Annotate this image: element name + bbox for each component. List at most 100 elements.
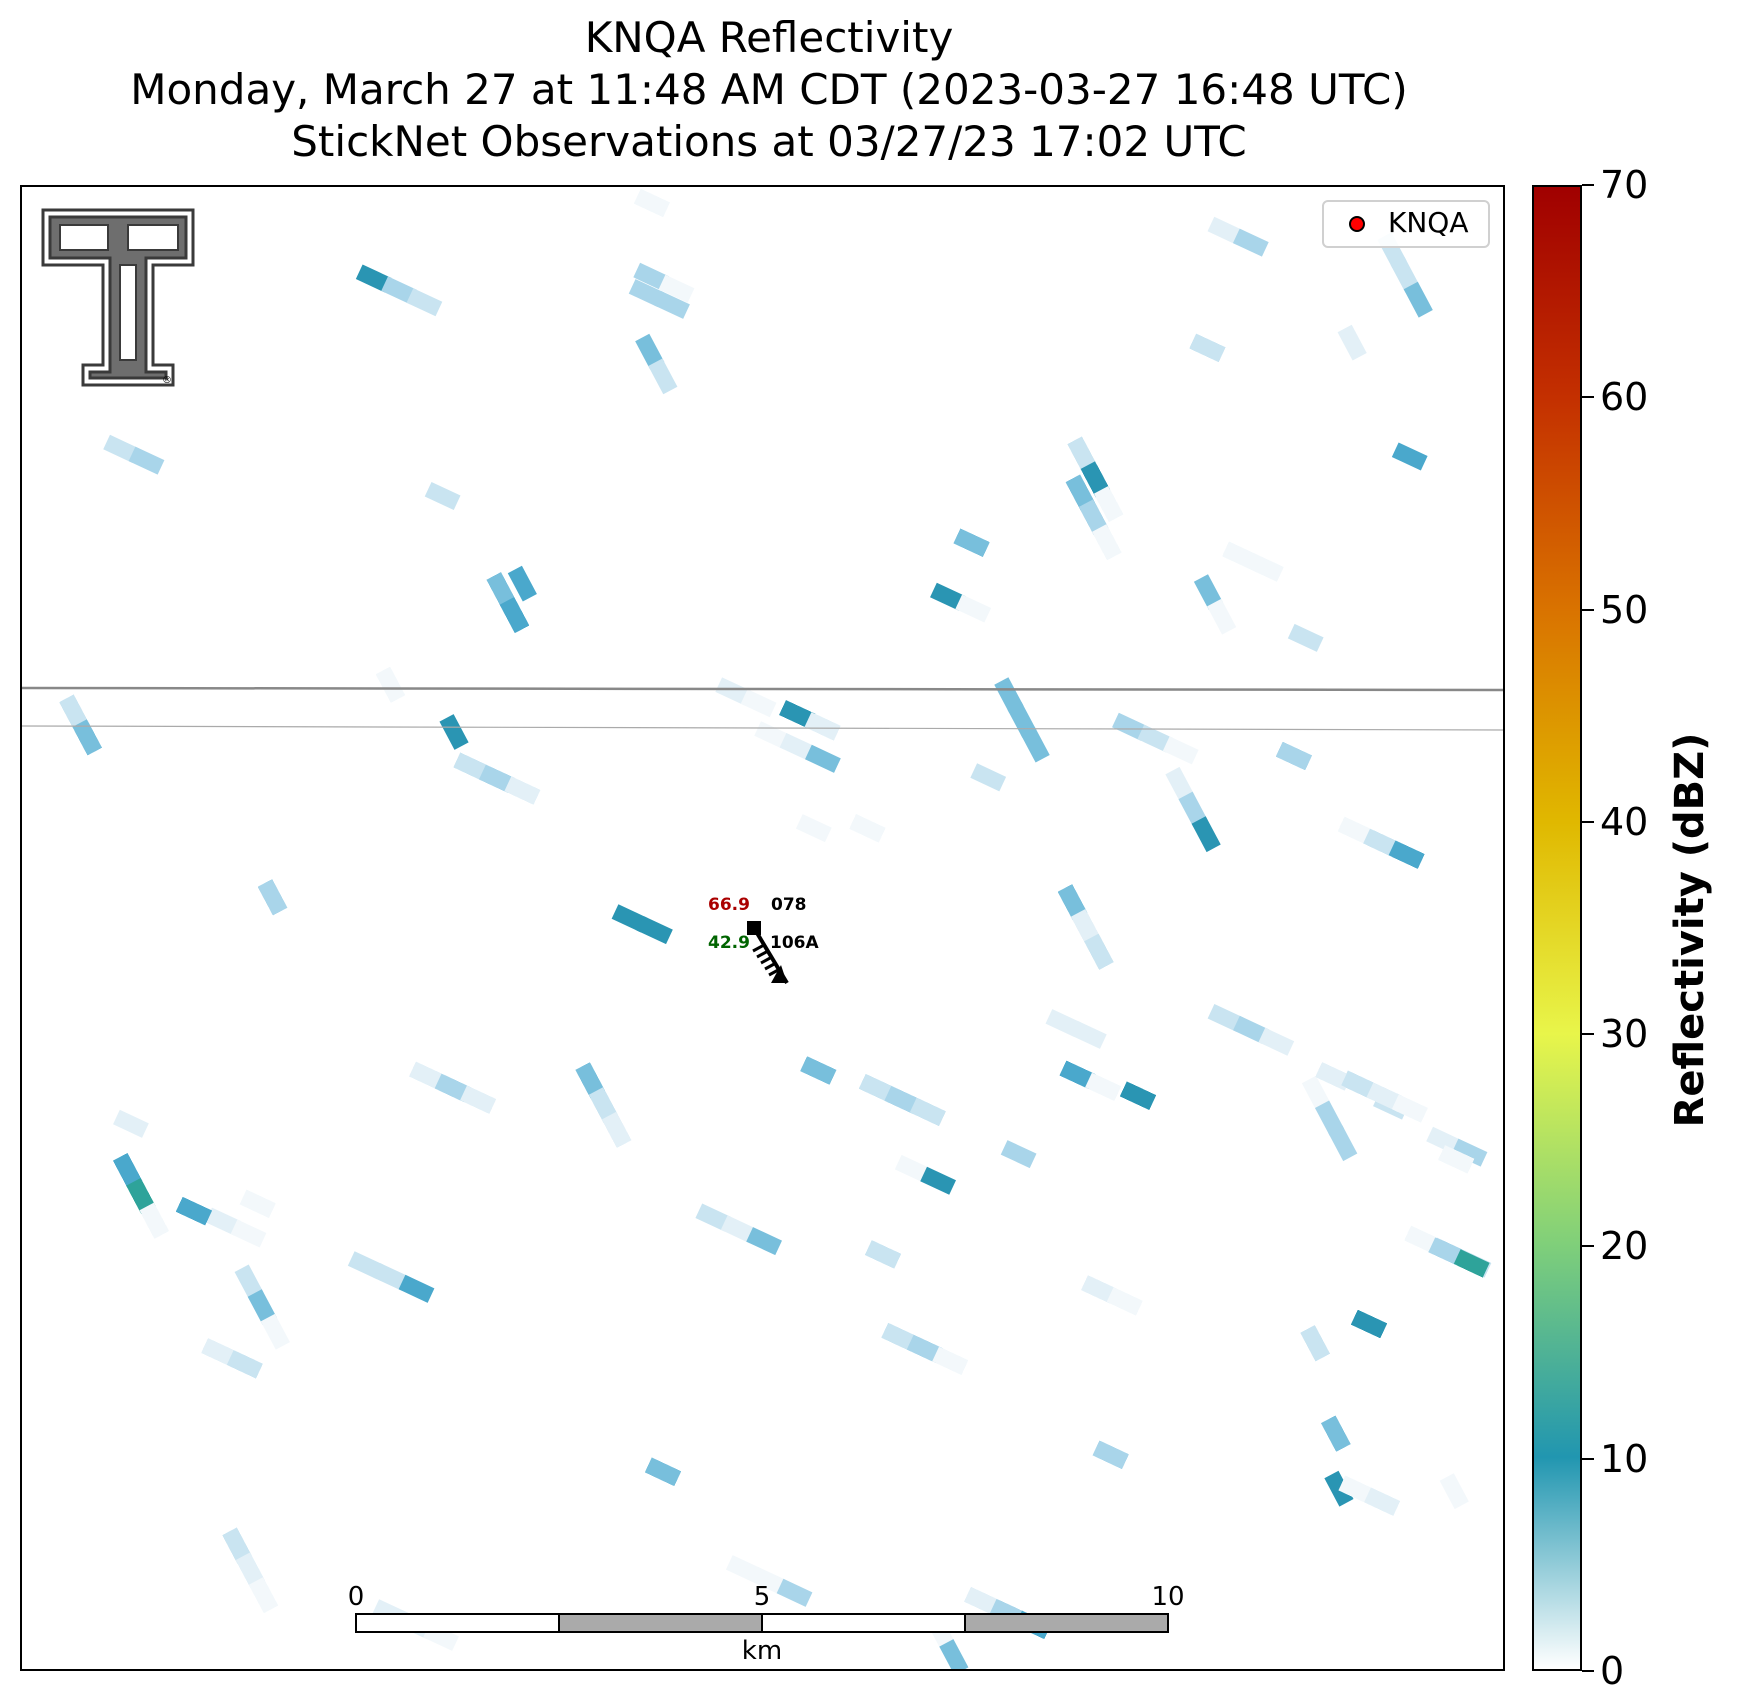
reflectivity-colorbar <box>1532 185 1582 1671</box>
reflectivity-gate <box>1390 257 1420 293</box>
reflectivity-gate <box>1193 574 1224 610</box>
legend-label: KNQA <box>1388 206 1469 239</box>
reflectivity-gate <box>633 262 670 291</box>
reflectivity-gate <box>1388 840 1425 869</box>
reflectivity-gate <box>235 1552 265 1589</box>
reflectivity-gate <box>955 594 992 623</box>
reflectivity-gate <box>1276 742 1312 771</box>
reflectivity-gate <box>205 1207 242 1236</box>
reflectivity-gate <box>479 764 515 793</box>
colorbar-tick-mark <box>1582 1457 1594 1460</box>
reflectivity-gate <box>1106 1287 1143 1316</box>
reflectivity-gate <box>800 1056 837 1085</box>
reflectivity-gate <box>1337 324 1367 361</box>
reflectivity-gate <box>504 776 541 805</box>
reflectivity-gate <box>715 677 752 706</box>
reflectivity-gate <box>201 1338 238 1367</box>
reflectivity-gate <box>1363 828 1400 857</box>
radar-site-marker-icon <box>1349 216 1365 232</box>
reflectivity-gate <box>658 274 695 303</box>
reflectivity-gate <box>1207 1003 1244 1033</box>
colorbar-tick-label: 20 <box>1600 1224 1649 1269</box>
reflectivity-gate <box>776 1578 813 1607</box>
reflectivity-gate <box>575 1062 605 1099</box>
colorbar-tick-mark <box>1582 1245 1594 1248</box>
reflectivity-gate <box>601 1111 632 1148</box>
station-pressure: 078 <box>771 895 807 915</box>
reflectivity-gate <box>355 264 392 293</box>
scale-tick-10: 10 <box>1151 1582 1185 1612</box>
reflectivity-gate <box>939 1639 969 1669</box>
reflectivity-gate <box>1071 909 1101 945</box>
reflectivity-gate <box>1439 1473 1469 1510</box>
reflectivity-gate <box>1438 1145 1475 1174</box>
reflectivity-gate <box>849 814 886 843</box>
reflectivity-gate <box>1000 1140 1037 1169</box>
reflectivity-gate <box>740 689 777 718</box>
reflectivity-gate <box>1059 1060 1096 1089</box>
colorbar-tick-label: 50 <box>1600 587 1649 632</box>
wind-barb-pennant <box>771 965 787 983</box>
reflectivity-gate <box>1366 1082 1403 1111</box>
reflectivity-gate <box>1391 442 1428 471</box>
reflectivity-gate <box>507 565 537 602</box>
reflectivity-gate <box>1092 524 1122 560</box>
reflectivity-gate <box>746 1227 783 1256</box>
reflectivity-gate <box>894 1154 931 1183</box>
colorbar-tick-mark <box>1582 184 1594 186</box>
reflectivity-gate <box>1165 766 1195 803</box>
reflectivity-gate <box>222 1527 252 1564</box>
reflectivity-gate <box>805 744 841 773</box>
reflectivity-gate <box>964 1587 1001 1616</box>
reflectivity-gate <box>59 694 89 731</box>
reflectivity-gate <box>113 1153 143 1190</box>
reflectivity-gate <box>409 1061 446 1090</box>
reflectivity-gate <box>139 1202 169 1239</box>
reflectivity-gate <box>909 1097 946 1126</box>
reflectivity-gate <box>1081 1275 1118 1304</box>
reflectivity-gate <box>398 1274 435 1303</box>
reflectivity-gate <box>1189 333 1226 362</box>
reflectivity-gate <box>1300 1325 1330 1362</box>
reflectivity-gate <box>1092 1440 1129 1469</box>
reflectivity-gate <box>1207 216 1244 245</box>
reflectivity-gate <box>1403 281 1433 318</box>
reflectivity-gate <box>1247 553 1284 582</box>
reflectivity-gate <box>1453 1249 1490 1278</box>
reflectivity-gate <box>645 1457 681 1486</box>
reflectivity-gate <box>906 1334 943 1363</box>
reflectivity-gate <box>439 714 469 750</box>
reflectivity-gate <box>424 481 461 511</box>
reflectivity-gate <box>128 446 165 475</box>
reflectivity-gate <box>1301 1075 1332 1112</box>
colorbar-tick-label: 30 <box>1600 1012 1649 1057</box>
reflectivity-gate <box>1341 1070 1378 1099</box>
reflectivity-gate <box>1162 736 1199 765</box>
reflectivity-gate <box>1178 791 1208 828</box>
reflectivity-gate <box>260 1313 290 1350</box>
reflectivity-gate <box>1222 541 1259 570</box>
reflectivity-gate <box>1426 1126 1463 1155</box>
county-boundary-line <box>22 725 1503 731</box>
station-wind-barb[interactable] <box>745 915 795 990</box>
reflectivity-gate <box>72 719 102 756</box>
reflectivity-gate <box>1020 726 1050 763</box>
radar-map-panel[interactable] <box>20 185 1505 1671</box>
scale-tick-0: 0 <box>347 1582 365 1612</box>
reflectivity-gate <box>1045 1009 1082 1038</box>
reflectivity-gate <box>247 1289 277 1325</box>
reflectivity-gate <box>1137 724 1174 753</box>
scale-unit: km <box>741 1636 783 1666</box>
reflectivity-gate <box>1351 1310 1387 1339</box>
reflectivity-gate <box>953 528 990 557</box>
reflectivity-gate <box>994 677 1024 714</box>
reflectivity-gate <box>1428 1237 1465 1266</box>
scale-bar <box>355 1613 1169 1633</box>
reflectivity-gate <box>1084 933 1114 970</box>
reflectivity-gate <box>1328 1125 1358 1162</box>
reflectivity-gate <box>373 1263 410 1292</box>
reflectivity-gate <box>486 572 516 609</box>
reflectivity-gate <box>611 904 648 933</box>
texas-tech-logo <box>41 208 195 387</box>
map-subtitle-time: Monday, March 27 at 11:48 AM CDT (2023-0… <box>130 65 1408 114</box>
